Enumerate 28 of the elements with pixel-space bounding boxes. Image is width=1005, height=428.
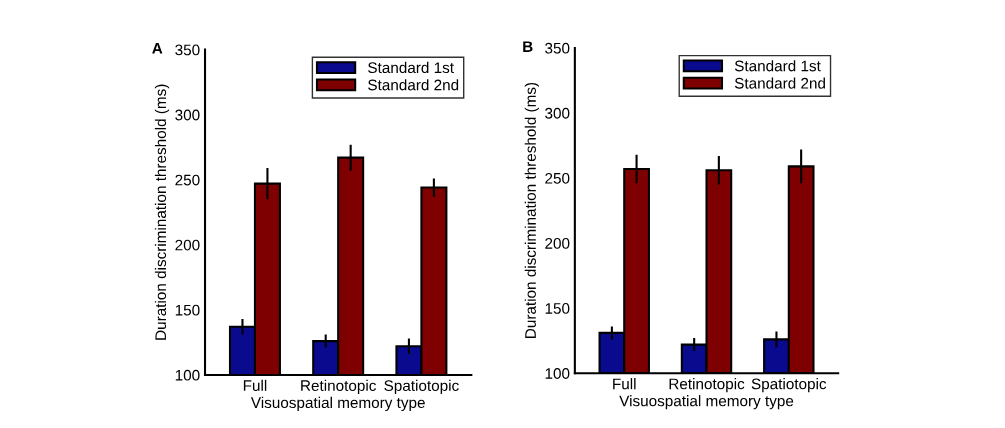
y-axis-title: Duration discrimination threshold (ms) — [524, 82, 539, 338]
y-tick-label: 200 — [545, 237, 570, 249]
x-tick-label: Spatiotopic — [384, 379, 459, 395]
y-tick-label: 300 — [545, 107, 570, 119]
y-tick-label: 250 — [545, 172, 570, 184]
legend-label: Standard 1st — [368, 61, 454, 74]
x-tick-label: Spatiotopic — [751, 378, 827, 393]
text: B — [523, 41, 533, 52]
y-tick-label: 300 — [175, 109, 200, 121]
y-tick-label: 200 — [175, 239, 200, 251]
y-tick-label: 100 — [545, 368, 570, 379]
legend-label: Standard 2nd — [368, 79, 459, 91]
y-tick-label: 350 — [175, 44, 200, 56]
x-tick-label: Retinotopic — [669, 378, 745, 393]
y-tick-label: 250 — [175, 174, 200, 186]
y-tick-label: 150 — [545, 303, 570, 314]
legend-label: Standard 1st — [734, 60, 821, 72]
y-tick-label: 150 — [175, 304, 200, 316]
y-axis-title: Duration discrimination threshold (ms) — [154, 84, 170, 340]
y-tick-label: 100 — [175, 369, 200, 381]
x-axis-title: Visuospatial memory type — [619, 395, 794, 410]
legend-label: Standard 2nd — [734, 77, 825, 89]
x-tick-label: Full — [613, 378, 636, 390]
text: A — [152, 43, 163, 54]
x-axis-title: Visuospatial memory type — [250, 396, 425, 412]
x-tick-label: Full — [243, 379, 267, 392]
y-tick-label: 350 — [545, 42, 570, 54]
x-tick-label: Retinotopic — [301, 379, 376, 395]
